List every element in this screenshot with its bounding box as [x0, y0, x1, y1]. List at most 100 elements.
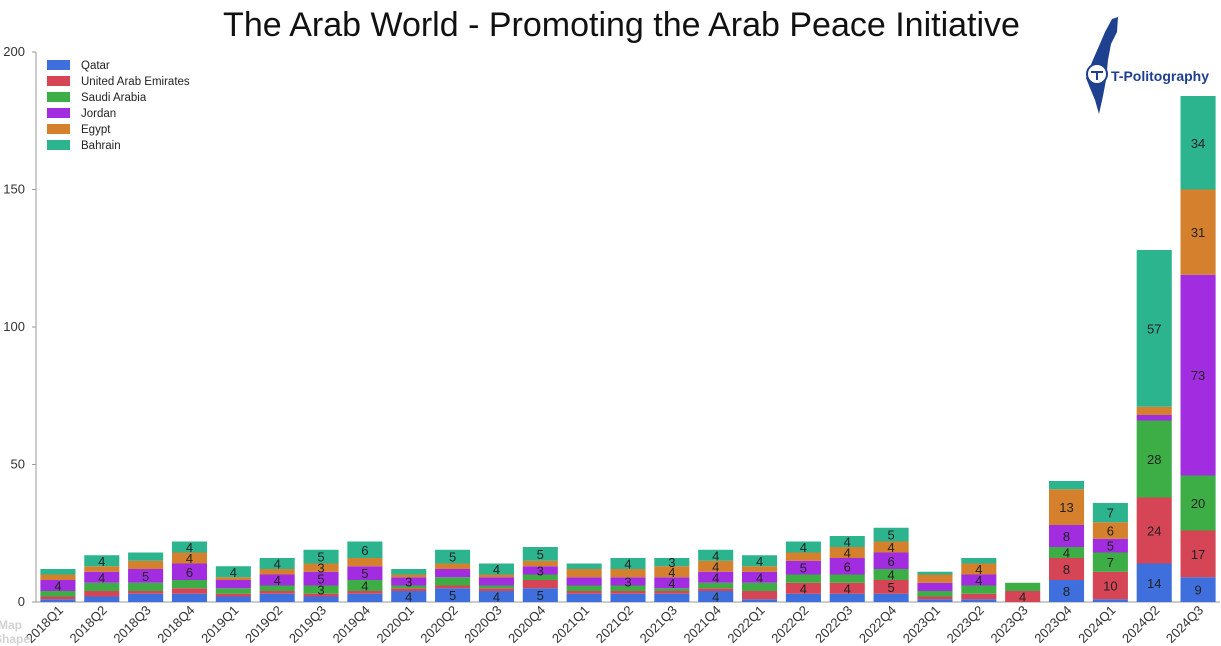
- x-tick-label: 2018Q2: [67, 603, 110, 646]
- data-label: 5: [887, 580, 894, 595]
- x-tick-label: 2021Q3: [637, 603, 680, 646]
- data-label: 5: [317, 572, 324, 587]
- logo-mark-icon: [1091, 71, 1103, 80]
- bar-segment: [215, 566, 251, 578]
- bar-segment: [829, 593, 865, 602]
- bar-segment: [40, 580, 76, 591]
- x-tick-label: 2024Q2: [1119, 603, 1162, 646]
- bar-segment: [478, 563, 514, 575]
- data-label: 5: [142, 569, 149, 584]
- bar-segment: [785, 582, 821, 594]
- y-tick-label: 200: [3, 44, 25, 59]
- bar-segment: [435, 588, 471, 602]
- x-tick-label: 2019Q4: [330, 603, 373, 646]
- data-label: 57: [1147, 321, 1161, 336]
- data-label: 4: [1019, 590, 1026, 605]
- data-label: 4: [975, 573, 982, 588]
- bar-segment: [1092, 538, 1128, 553]
- legend-label: Qatar: [81, 60, 110, 72]
- data-label: 5: [317, 550, 324, 565]
- bar-segment: [873, 552, 909, 569]
- bar-segment: [961, 593, 997, 600]
- bar-segment: [1005, 591, 1041, 602]
- data-label: 4: [975, 562, 982, 577]
- bar-segment: [259, 593, 295, 602]
- x-tick-label: 2023Q4: [1031, 603, 1074, 646]
- bar-segment: [873, 541, 909, 553]
- x-tick-label: 2018Q4: [154, 603, 197, 646]
- bar-segment: [1180, 530, 1216, 578]
- bar-segment: [259, 591, 295, 594]
- data-label: 5: [800, 561, 807, 576]
- bar-segment: [566, 577, 602, 586]
- bar-segment: [1092, 503, 1128, 523]
- bar-segment: [742, 591, 778, 600]
- bar-segment: [171, 552, 208, 564]
- bar-segment: [84, 591, 120, 597]
- legend-swatch: [47, 92, 70, 102]
- bar-segment: [742, 599, 778, 602]
- legend-swatch: [47, 140, 70, 150]
- bar-segment: [654, 566, 690, 578]
- data-label: 4: [756, 570, 763, 585]
- data-label: 24: [1147, 524, 1161, 539]
- data-label: 4: [844, 581, 851, 596]
- bar-segment: [698, 549, 734, 561]
- data-label: 6: [361, 543, 368, 558]
- x-tick-label: 2022Q1: [724, 603, 767, 646]
- data-label: 31: [1191, 225, 1205, 240]
- bar-segment: [259, 569, 295, 575]
- data-label: 5: [887, 528, 894, 543]
- x-tick-label: 2021Q1: [549, 603, 592, 646]
- bar-segment: [522, 574, 558, 580]
- data-label: 10: [1103, 579, 1117, 594]
- data-label: 4: [493, 562, 500, 577]
- bar-segment: [1092, 552, 1128, 572]
- bar-segment: [1048, 525, 1085, 547]
- bar-segment: [829, 547, 865, 558]
- data-label: 3: [537, 563, 544, 578]
- bar-segment: [522, 560, 558, 567]
- legend-label: Egypt: [81, 124, 111, 136]
- bar-segment: [522, 547, 558, 561]
- bar-segment: [961, 558, 997, 564]
- data-label: 6: [887, 554, 894, 569]
- bar-segment: [40, 599, 76, 602]
- bar-segment: [128, 560, 164, 569]
- bar-segment: [654, 577, 690, 589]
- bar-segment: [303, 596, 339, 602]
- t-politography-logo: T-Politography: [1086, 17, 1209, 114]
- bar-segment: [391, 569, 427, 575]
- bar-segment: [215, 577, 251, 580]
- bar-segment: [917, 571, 953, 575]
- bar-segment: [40, 569, 76, 575]
- x-tick-labels: 2018Q1 2018Q2 2018Q3 2018Q4 2019Q1 2019Q2 2019…: [23, 603, 1206, 646]
- bar-segment: [128, 569, 164, 583]
- bar-segment: [303, 585, 339, 594]
- x-tick-label: 2021Q2: [593, 603, 636, 646]
- bar-segment: [829, 574, 865, 583]
- bar-segment: [215, 588, 251, 594]
- bar-segment: [215, 593, 251, 597]
- bar-segment: [347, 558, 383, 567]
- x-tick-label: 2019Q1: [198, 603, 241, 646]
- data-label: 4: [624, 557, 631, 572]
- y-tick-label: 0: [18, 594, 25, 609]
- bar-segment: [40, 574, 76, 580]
- bar-segment: [917, 599, 953, 602]
- data-label: 4: [800, 540, 807, 555]
- bar-segment: [1136, 497, 1172, 564]
- bar-segment: [1048, 489, 1085, 525]
- bar-segment: [566, 585, 602, 591]
- bar-segment: [698, 588, 734, 591]
- bar-segment: [961, 563, 997, 575]
- bar-segment: [1180, 189, 1216, 275]
- legend-swatch: [47, 108, 70, 118]
- bar-segment: [478, 574, 514, 578]
- data-label: 4: [405, 590, 412, 605]
- bar-segment: [347, 541, 383, 558]
- legend-swatch: [47, 124, 70, 134]
- axes: [35, 52, 1220, 603]
- bar-segment: [566, 591, 602, 594]
